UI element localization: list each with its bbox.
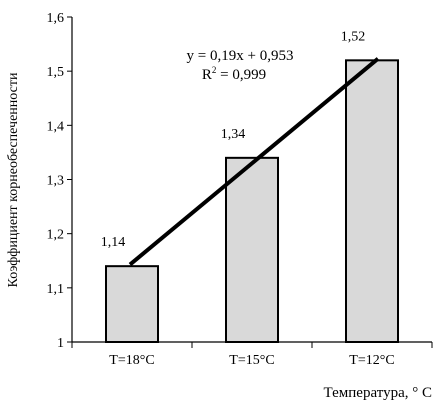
- x-tick-label: T=18°C: [109, 353, 154, 368]
- trendline-equation: y = 0,19x + 0,953: [187, 48, 294, 64]
- y-tick-label: 1,5: [47, 65, 65, 80]
- data-labels: 1,14 1,34 1,52: [101, 29, 366, 250]
- y-tick-label: 1,2: [47, 228, 65, 243]
- x-tick-label: T=15°C: [229, 353, 274, 368]
- y-tick-label: 1,6: [47, 11, 65, 26]
- x-tick-label: T=12°C: [349, 353, 394, 368]
- trendline: [128, 57, 380, 267]
- axes: [71, 17, 432, 343]
- y-tick-label: 1,4: [47, 119, 65, 134]
- data-label: 1,34: [221, 127, 246, 142]
- bar: [225, 156, 279, 343]
- data-label: 1,52: [341, 29, 366, 44]
- bars: [105, 59, 399, 343]
- r2-superscript: 2: [212, 65, 217, 75]
- y-tick-label: 1,3: [47, 174, 65, 189]
- r2-prefix: R: [202, 67, 212, 83]
- trendline-r2: R2 = 0,999: [202, 65, 266, 83]
- r2-value: = 0,999: [216, 67, 266, 83]
- y-tick-label: 1,1: [47, 282, 65, 297]
- y-axis-label: Коэффициент корнеобеспеченности: [6, 72, 21, 287]
- bar: [345, 59, 399, 343]
- trendline-group: [128, 57, 380, 267]
- bar: [105, 265, 159, 343]
- data-label: 1,14: [101, 235, 126, 250]
- x-axis-label: Температура, ° С: [324, 385, 432, 401]
- x-axis-ticks: T=18°C T=15°C T=12°C: [71, 342, 433, 368]
- y-tick-label: 1: [57, 336, 64, 351]
- y-axis-ticks: 1 1,1 1,2 1,3 1,4 1,5 1,6: [47, 11, 72, 351]
